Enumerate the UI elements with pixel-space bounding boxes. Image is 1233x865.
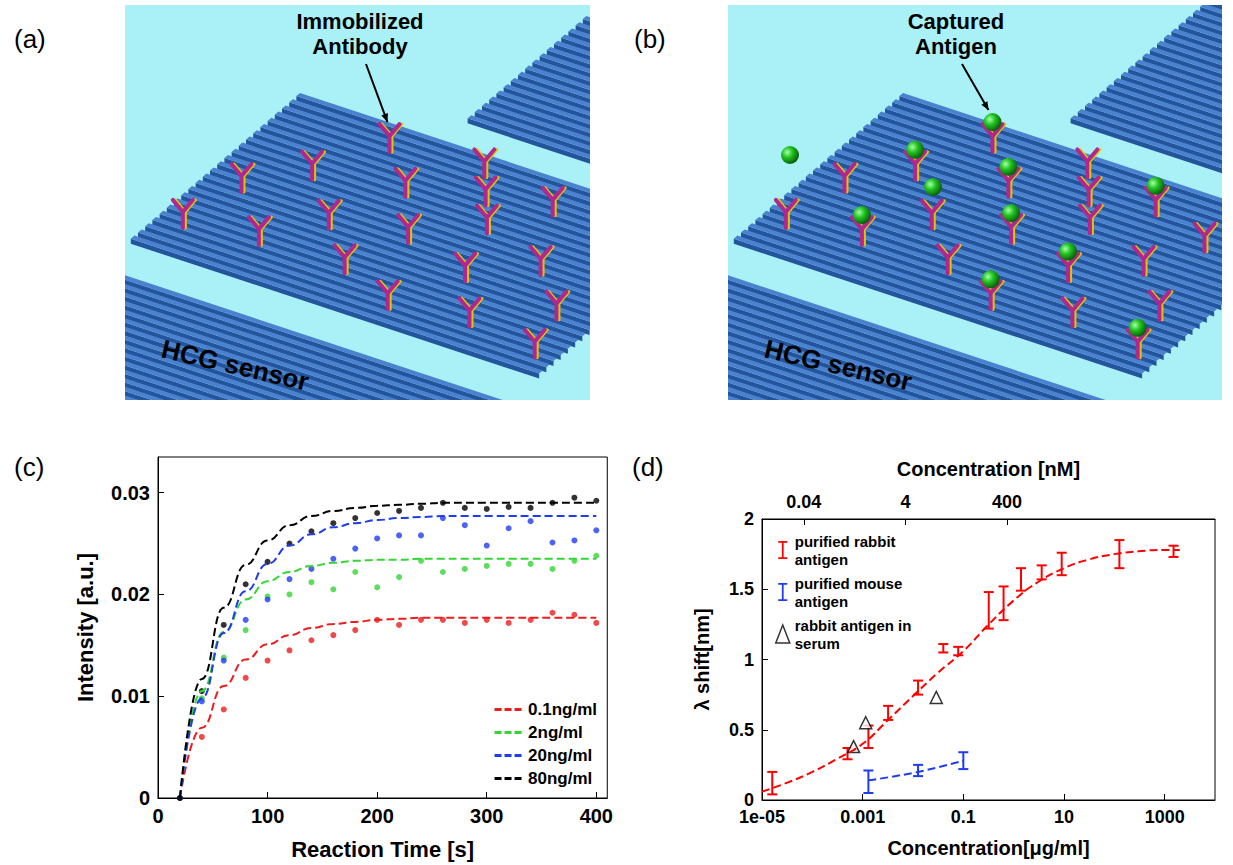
svg-text:Reaction Time [s]: Reaction Time [s]	[291, 837, 474, 862]
html-text:(c): (c)	[14, 452, 45, 482]
svg-text:λ shift[nm]: λ shift[nm]	[691, 608, 713, 710]
svg-text:80ng/ml: 80ng/ml	[528, 769, 592, 788]
svg-text:purified rabbit: purified rabbit	[795, 533, 896, 550]
svg-text:4: 4	[900, 492, 910, 512]
svg-text:rabbit antigen in: rabbit antigen in	[795, 617, 912, 634]
svg-text:1000: 1000	[1145, 807, 1185, 827]
svg-text:Concentration [nM]: Concentration [nM]	[897, 458, 1080, 480]
svg-text:antigen: antigen	[795, 551, 848, 568]
svg-text:1: 1	[744, 650, 754, 670]
svg-text:Concentration[μg/ml]: Concentration[μg/ml]	[887, 837, 1089, 859]
svg-text:HCG sensor: HCG sensor	[762, 334, 915, 397]
svg-text:Captured: Captured	[908, 9, 1005, 34]
svg-text:0.5: 0.5	[729, 720, 754, 740]
svg-text:Immobilized: Immobilized	[296, 9, 423, 34]
svg-text:0: 0	[139, 787, 150, 809]
svg-text:300: 300	[470, 805, 503, 827]
svg-text:0.1ng/ml: 0.1ng/ml	[528, 700, 597, 719]
html-text:(a): (a)	[14, 24, 46, 54]
svg-text:10: 10	[1054, 807, 1074, 827]
svg-text:20ng/ml: 20ng/ml	[528, 746, 592, 765]
svg-text:400: 400	[580, 805, 613, 827]
html-text:(b): (b)	[634, 24, 666, 54]
svg-text:0.01: 0.01	[111, 685, 150, 707]
svg-text:purified mouse: purified mouse	[795, 575, 903, 592]
svg-text:0.04: 0.04	[786, 492, 821, 512]
svg-text:Intensity [a.u.]: Intensity [a.u.]	[73, 553, 98, 702]
svg-text:0.001: 0.001	[840, 807, 885, 827]
svg-text:1.5: 1.5	[729, 579, 754, 599]
svg-text:200: 200	[360, 805, 393, 827]
svg-text:400: 400	[992, 492, 1022, 512]
svg-text:1e-05: 1e-05	[739, 807, 785, 827]
svg-text:0.1: 0.1	[951, 807, 976, 827]
svg-text:serum: serum	[795, 635, 840, 652]
svg-text:0.02: 0.02	[111, 583, 150, 605]
html-text:(d): (d)	[632, 452, 664, 482]
svg-text:2ng/ml: 2ng/ml	[528, 723, 583, 742]
svg-text:HCG sensor: HCG sensor	[159, 334, 312, 397]
svg-text:2: 2	[744, 509, 754, 529]
svg-text:antigen: antigen	[795, 593, 848, 610]
svg-text:Antibody: Antibody	[312, 34, 408, 59]
svg-text:0: 0	[152, 805, 163, 827]
svg-text:100: 100	[251, 805, 284, 827]
svg-text:0: 0	[744, 790, 754, 810]
svg-text:Antigen: Antigen	[915, 34, 997, 59]
svg-text:0.03: 0.03	[111, 482, 150, 504]
